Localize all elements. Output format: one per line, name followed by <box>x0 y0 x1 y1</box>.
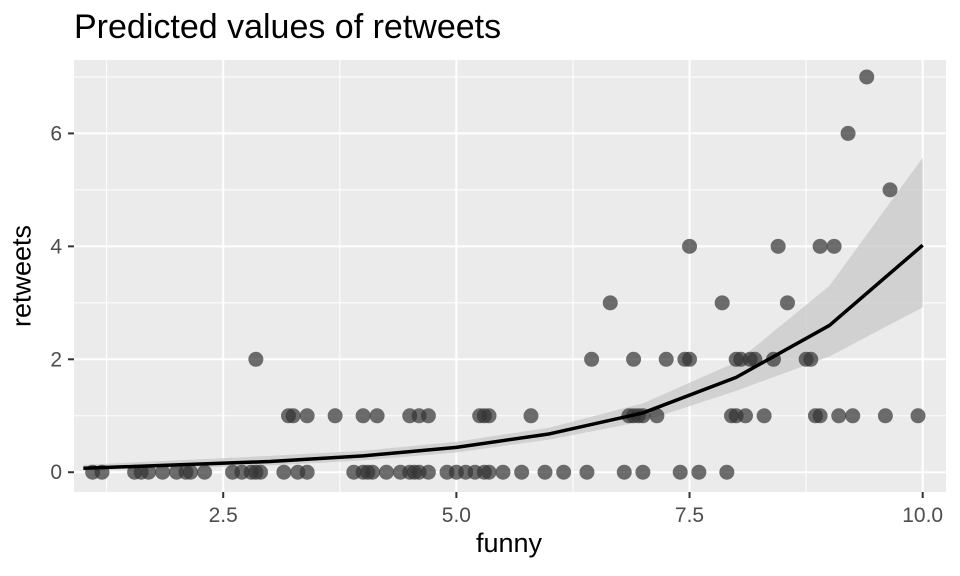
data-point <box>481 464 497 480</box>
data-point <box>658 351 674 367</box>
y-tick-label: 2 <box>50 348 62 371</box>
data-point <box>378 464 394 480</box>
x-axis-label: funny <box>475 528 543 558</box>
x-axis: 2.5 5.0 7.5 10.0 <box>209 492 943 527</box>
data-point <box>183 464 199 480</box>
data-point <box>285 408 301 424</box>
data-point <box>579 464 595 480</box>
x-tick-label: 7.5 <box>675 504 704 527</box>
data-point <box>737 408 753 424</box>
data-point <box>141 464 157 480</box>
y-tick-label: 4 <box>50 235 62 258</box>
data-point <box>831 408 847 424</box>
x-tick-label: 10.0 <box>902 504 943 527</box>
data-point <box>299 408 315 424</box>
data-point <box>682 351 698 367</box>
data-point <box>523 408 539 424</box>
data-point <box>877 408 893 424</box>
data-point <box>369 408 385 424</box>
data-point <box>537 464 553 480</box>
data-point <box>197 464 213 480</box>
x-tick-label: 5.0 <box>442 504 471 527</box>
data-point <box>514 464 530 480</box>
data-point <box>812 408 828 424</box>
data-point <box>495 464 511 480</box>
prediction-line-layer <box>83 243 924 471</box>
data-point <box>616 464 632 480</box>
minor-grid <box>74 60 946 492</box>
data-point <box>672 464 688 480</box>
data-point <box>602 295 618 311</box>
data-point <box>584 351 600 367</box>
data-point <box>635 464 651 480</box>
data-point <box>420 464 436 480</box>
data-point <box>770 238 786 254</box>
data-point <box>364 464 380 480</box>
data-point <box>276 464 292 480</box>
confidence-band-layer <box>83 157 923 471</box>
data-point <box>882 182 898 198</box>
data-point <box>826 238 842 254</box>
y-tick-label: 6 <box>50 122 62 145</box>
chart-title: Predicted values of retweets <box>74 8 502 46</box>
confidence-band <box>83 157 923 471</box>
x-tick-label: 2.5 <box>209 504 238 527</box>
data-point <box>253 464 269 480</box>
data-point <box>859 69 875 85</box>
data-point <box>779 295 795 311</box>
data-point <box>803 351 819 367</box>
data-point <box>556 464 572 480</box>
data-point <box>626 351 642 367</box>
prediction-line <box>83 243 924 471</box>
data-point <box>649 408 665 424</box>
data-point <box>248 351 264 367</box>
y-axis: 0 2 4 6 <box>50 122 74 484</box>
data-point <box>155 464 171 480</box>
y-tick-label: 0 <box>50 461 62 484</box>
data-point <box>481 408 497 424</box>
data-point <box>719 464 735 480</box>
data-point <box>840 125 856 141</box>
data-point <box>420 408 436 424</box>
data-point <box>812 238 828 254</box>
data-point <box>845 408 861 424</box>
plot-panel <box>74 60 946 492</box>
data-point <box>714 295 730 311</box>
data-point <box>355 408 371 424</box>
data-point <box>299 464 315 480</box>
data-point <box>756 408 772 424</box>
data-point <box>910 408 926 424</box>
data-point <box>682 238 698 254</box>
data-point <box>327 408 343 424</box>
data-point <box>691 464 707 480</box>
